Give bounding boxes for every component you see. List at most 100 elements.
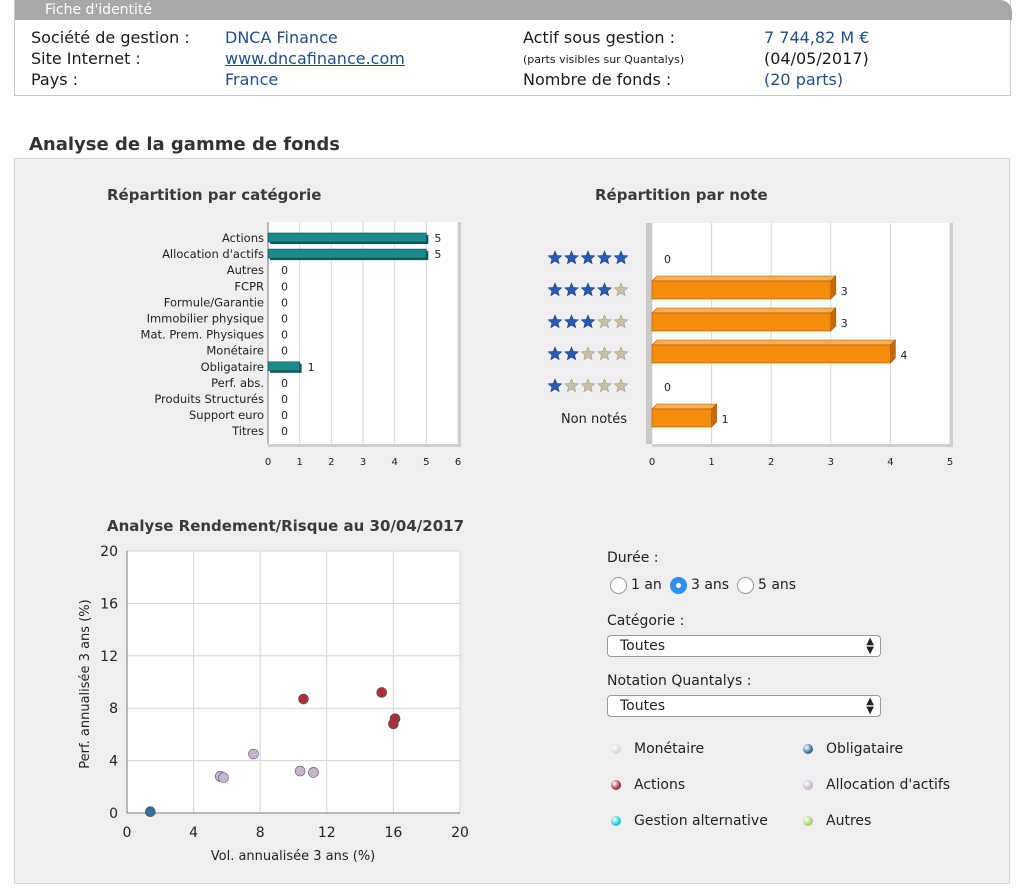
scatter-x-tick: 0 <box>123 825 132 841</box>
cat-label: Obligataire <box>201 360 264 374</box>
note-x-tick: 4 <box>887 457 893 468</box>
pays-value: France <box>225 70 279 89</box>
notation-select[interactable]: Toutes ▲ ▼ <box>607 695 881 717</box>
cat-label: Perf. abs. <box>211 376 264 390</box>
actif-date: (04/05/2017) <box>764 49 869 68</box>
select-arrows-icon: ▲ ▼ <box>866 636 874 656</box>
cat-x-tick: 5 <box>423 457 429 468</box>
star-empty-icon <box>580 346 596 361</box>
star-empty-icon <box>597 346 612 361</box>
cat-value-label: 5 <box>434 248 441 261</box>
legend-label-monetaire: Monétaire <box>634 741 705 757</box>
star-filled-icon <box>564 282 579 297</box>
cat-x-tick: 3 <box>360 457 366 468</box>
categorie-select-value: Toutes <box>620 638 666 654</box>
duree-radio-5ans[interactable] <box>737 577 754 594</box>
legend-dot-actions <box>611 780 621 790</box>
scatter-point <box>376 687 388 698</box>
cat-label: Mat. Prem. Physiques <box>141 328 264 342</box>
note-chart-title: Répartition par note <box>595 186 768 204</box>
note-bar <box>651 344 891 364</box>
legend-dot-autres <box>803 816 813 826</box>
note-bar-top <box>651 275 837 282</box>
scatter-point <box>294 765 306 777</box>
star-empty-icon <box>613 346 629 361</box>
note-x-tick: 0 <box>649 457 655 468</box>
cat-value-label: 0 <box>281 377 288 390</box>
star-filled-icon <box>597 282 612 297</box>
duree-label: Durée : <box>607 550 659 566</box>
note-plot-shadow-bottom <box>652 444 953 447</box>
scatter-x-tick: 16 <box>384 825 402 841</box>
legend-label-gestion-alternative: Gestion alternative <box>634 813 768 829</box>
cat-chart-title: Répartition par catégorie <box>107 186 322 204</box>
note-value-label: 4 <box>900 349 907 362</box>
star-empty-icon <box>564 378 579 393</box>
section-title: Analyse de la gamme de fonds <box>29 134 340 155</box>
scatter-y-tick: 16 <box>100 596 118 612</box>
scatter-point <box>218 772 229 783</box>
cat-label: FCPR <box>234 279 264 293</box>
star-filled-icon <box>597 250 612 265</box>
scatter-point <box>145 806 156 817</box>
note-bar-top <box>651 403 718 410</box>
select-arrows-icon: ▲ ▼ <box>866 696 874 716</box>
cat-label: Allocation d'actifs <box>162 247 264 261</box>
cat-label: Immobilier physique <box>147 312 264 326</box>
star-filled-icon <box>564 250 579 265</box>
note-x-tick: 1 <box>708 457 714 468</box>
star-empty-icon <box>597 378 612 393</box>
scatter-plot-area <box>127 551 460 813</box>
pays-label: Pays : <box>31 70 79 89</box>
scatter-y-tick: 8 <box>109 701 118 717</box>
duree-radio-1an[interactable] <box>610 577 627 594</box>
star-filled-icon <box>613 250 629 265</box>
star-empty-icon <box>613 282 629 297</box>
cat-label: Support euro <box>189 408 264 422</box>
note-value-label: 3 <box>841 285 848 298</box>
legend-dot-gestion-alternative <box>611 816 621 826</box>
cat-x-tick: 6 <box>455 457 461 468</box>
star-filled-icon <box>547 314 563 329</box>
identity-card-tab: Fiche d'identité <box>15 0 1012 20</box>
identity-card-title: Fiche d'identité <box>45 2 153 18</box>
site-link[interactable]: www.dncafinance.com <box>225 49 405 68</box>
categorie-select[interactable]: Toutes ▲ ▼ <box>607 635 881 657</box>
scatter-x-tick: 4 <box>189 825 198 841</box>
note-plot-shadow-right <box>950 223 953 447</box>
note-x-tick: 2 <box>768 457 774 468</box>
societe-label: Société de gestion : <box>31 28 190 47</box>
legend-label-actions: Actions <box>634 777 686 793</box>
duree-option-5ans: 5 ans <box>758 577 797 593</box>
cat-value-label: 0 <box>281 329 288 342</box>
nb-fonds-label: Nombre de fonds : <box>523 70 672 89</box>
scatter-x-tick: 20 <box>451 825 469 841</box>
scatter-x-tick: 12 <box>318 825 336 841</box>
note-value-label: 0 <box>664 381 671 394</box>
star-empty-icon <box>597 314 612 329</box>
cat-value-label: 0 <box>281 409 288 422</box>
scatter-x-tick: 8 <box>256 825 265 841</box>
duree-radio-3ans[interactable] <box>670 577 687 594</box>
note-row-label: Non notés <box>561 412 627 427</box>
note-bar <box>651 312 832 332</box>
star-filled-icon <box>547 250 563 265</box>
nb-fonds-link[interactable]: (20 parts) <box>764 70 844 89</box>
star-empty-icon <box>613 314 629 329</box>
cat-label: Monétaire <box>206 344 264 358</box>
scatter-point <box>248 748 259 760</box>
scatter-y-tick: 12 <box>100 649 118 665</box>
cat-label: Titres <box>231 424 264 438</box>
cat-x-tick: 1 <box>296 457 302 468</box>
star-empty-icon <box>580 378 596 393</box>
cat-label: Produits Structurés <box>154 392 264 406</box>
cat-value-label: 0 <box>281 425 288 438</box>
actif-note: (parts visibles sur Quantalys) <box>523 53 685 66</box>
cat-plot-shadow-right <box>458 222 461 447</box>
identity-card: Fiche d'identité Société de gestion : DN… <box>14 0 1012 96</box>
scatter-point <box>388 718 399 730</box>
note-bar <box>651 408 712 428</box>
actif-value: 7 744,82 M € <box>764 28 870 47</box>
cat-x-tick: 2 <box>328 457 334 468</box>
